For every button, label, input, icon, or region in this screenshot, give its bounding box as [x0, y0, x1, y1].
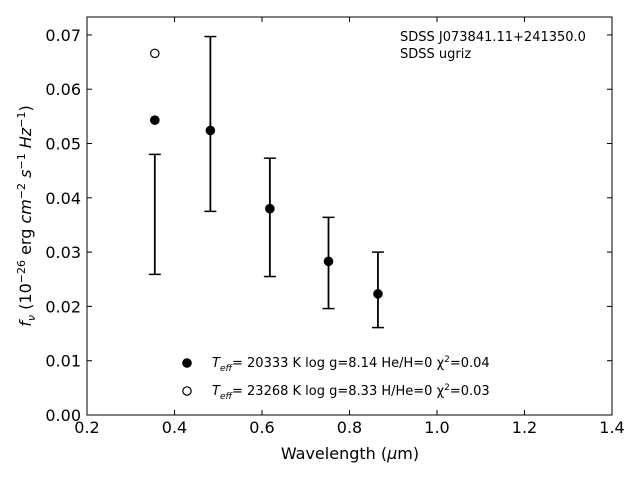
x-axis-label-unit-rest: m)	[397, 444, 419, 463]
x-tick-label: 0.8	[337, 418, 362, 437]
model-point-filled	[323, 256, 334, 267]
model-point-filled	[373, 289, 383, 299]
y-tick-label: 0.00	[45, 406, 81, 425]
x-tick-label: 0.2	[74, 418, 99, 437]
model-point-filled	[150, 115, 160, 125]
x-tick-label: 1.2	[512, 418, 537, 437]
y-tick-label: 0.06	[45, 80, 81, 99]
y-axis-label: fν (10−26 erg cm−2 s−1 Hz−1)	[15, 105, 38, 326]
model-point-filled	[205, 125, 216, 136]
x-tick-label: 0.4	[162, 418, 187, 437]
y-tick-label: 0.03	[45, 243, 81, 262]
legend-marker-1	[182, 358, 192, 368]
y-tick-label: 0.02	[45, 297, 81, 316]
x-axis-label-main: Wavelength (	[281, 444, 387, 463]
y-tick-label: 0.01	[45, 352, 81, 371]
y-tick-label: 0.04	[45, 189, 81, 208]
x-tick-label: 1.4	[599, 418, 624, 437]
annotation-object-name: SDSS J073841.11+241350.0	[400, 30, 586, 45]
legend-label-1: Teff= 20333 K log g=8.14 He/H=0 χ2=0.04	[212, 355, 490, 374]
annotation-survey: SDSS ugriz	[400, 47, 471, 62]
x-tick-label: 0.6	[249, 418, 274, 437]
model-point-open	[150, 48, 160, 59]
legend-marker-2	[182, 386, 192, 396]
y-tick-label: 0.05	[45, 135, 81, 154]
x-axis-label: Wavelength (μm)	[281, 444, 419, 463]
model-point-filled	[265, 203, 275, 214]
x-axis-label-unit: μ	[386, 444, 397, 463]
x-tick-label: 1.0	[424, 418, 449, 437]
y-tick-label: 0.07	[45, 26, 81, 45]
legend-label-2: Teff= 23268 K log g=8.33 H/He=0 χ2=0.03	[212, 383, 490, 402]
